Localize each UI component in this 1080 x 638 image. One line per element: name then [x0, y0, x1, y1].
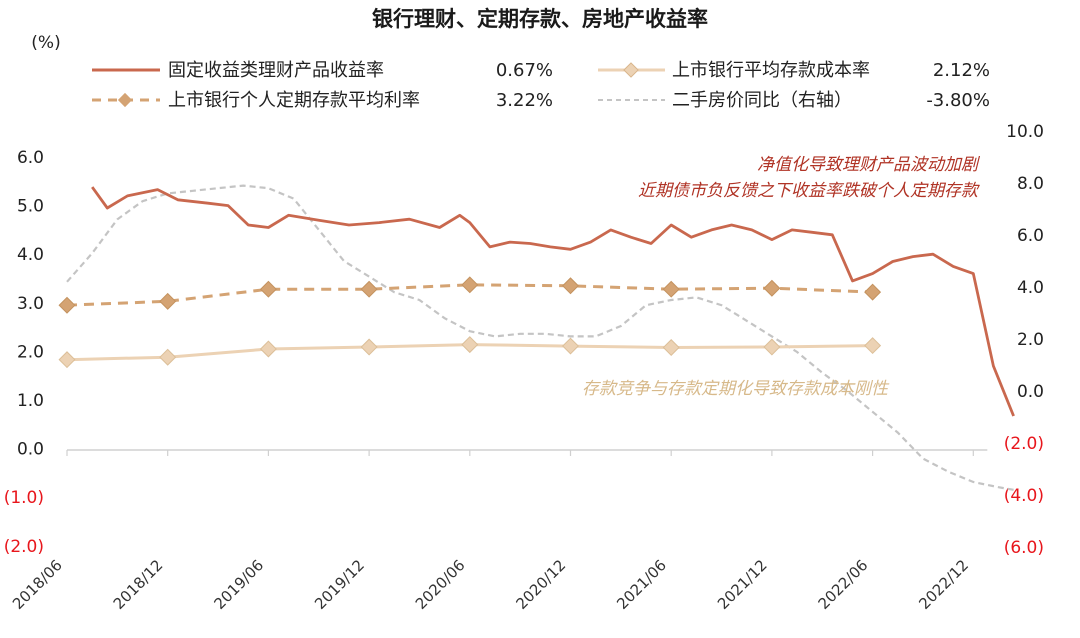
legend-label-housing: 二手房价同比（右轴） — [672, 90, 852, 111]
annotation-nav-line1: 净值化导致理财产品波动加剧 — [757, 155, 981, 175]
y-right-tick-label: 2.0 — [1017, 330, 1044, 350]
plot-area — [58, 184, 1015, 491]
legend-label-fixed-income: 固定收益类理财产品收益率 — [168, 60, 384, 81]
point-deposit-cost — [864, 337, 882, 355]
point-term-deposit — [763, 279, 781, 297]
y-right-tick-label: 4.0 — [1017, 278, 1044, 298]
legend-label-deposit-cost: 上市银行平均存款成本率 — [672, 60, 870, 81]
point-term-deposit — [461, 276, 479, 294]
y-left-tick-label: 5.0 — [17, 197, 44, 217]
x-tick-label: 2018/12 — [110, 556, 167, 613]
x-tick-label: 2018/06 — [9, 556, 66, 613]
point-term-deposit — [562, 277, 579, 295]
y-left-tick-label: 4.0 — [17, 245, 44, 265]
point-deposit-cost — [58, 351, 76, 369]
legend-value-term-deposit: 3.22% — [496, 90, 553, 111]
point-term-deposit — [159, 292, 177, 310]
y-right-tick-label: 8.0 — [1017, 174, 1044, 194]
annotation-nav-line2: 近期债市负反馈之下收益率跌破个人定期存款 — [638, 181, 980, 201]
y-left-tick-label: 3.0 — [17, 294, 44, 314]
point-deposit-cost — [159, 348, 177, 366]
legend-marker-term-deposit — [117, 92, 133, 108]
x-tick-label: 2020/12 — [513, 556, 570, 613]
x-tick-label: 2022/12 — [915, 556, 972, 613]
y-right-tick-label: 10.0 — [1006, 122, 1044, 142]
legend-item-housing: 二手房价同比（右轴） -3.80% — [598, 90, 990, 111]
y-right-tick-label: 0.0 — [1017, 382, 1044, 402]
point-term-deposit — [360, 280, 378, 298]
x-tick-label: 2019/06 — [210, 556, 267, 613]
x-tick-label: 2021/06 — [613, 556, 670, 613]
chart-title: 银行理财、定期存款、房地产收益率 — [372, 7, 708, 31]
y-right-tick-label: (6.0) — [1004, 538, 1044, 558]
point-term-deposit — [58, 296, 76, 314]
legend-value-fixed-income: 0.67% — [496, 60, 553, 81]
y-left-tick-label: 6.0 — [17, 148, 44, 168]
x-tick-label: 2021/12 — [714, 556, 771, 613]
legend: 固定收益类理财产品收益率 0.67% 上市银行平均存款成本率 2.12% 上市银… — [92, 60, 990, 111]
series-line-fixed-income — [91, 186, 1015, 417]
y-left-tick-label: 2.0 — [17, 342, 44, 362]
x-tick-label: 2022/06 — [815, 556, 872, 613]
y-left-tick-label: 0.0 — [17, 440, 44, 460]
legend-marker-deposit-cost — [623, 62, 639, 78]
y-left-tick-label: 1.0 — [17, 391, 44, 411]
legend-item-deposit-cost: 上市银行平均存款成本率 2.12% — [598, 60, 990, 81]
point-deposit-cost — [662, 339, 680, 356]
point-term-deposit — [259, 280, 277, 298]
left-axis-unit: (%) — [31, 33, 60, 53]
point-deposit-cost — [360, 338, 378, 356]
legend-item-term-deposit: 上市银行个人定期存款平均利率 3.22% — [92, 90, 553, 111]
point-deposit-cost — [562, 337, 579, 355]
y-right-tick-label: (4.0) — [1004, 486, 1044, 506]
x-tick-label: 2020/06 — [412, 556, 469, 613]
series-line-housing — [66, 184, 1014, 491]
y-right-tick-label: (2.0) — [1004, 434, 1044, 454]
x-tick-label: 2019/12 — [311, 556, 368, 613]
y-left-tick-label: (2.0) — [4, 537, 44, 557]
point-deposit-cost — [461, 336, 479, 354]
point-term-deposit — [662, 280, 680, 298]
legend-item-fixed-income: 固定收益类理财产品收益率 0.67% — [92, 60, 553, 81]
annotations: 净值化导致理财产品波动加剧 近期债市负反馈之下收益率跌破个人定期存款 存款竞争与… — [582, 155, 981, 399]
legend-label-term-deposit: 上市银行个人定期存款平均利率 — [168, 90, 420, 111]
point-term-deposit — [864, 283, 882, 301]
annotation-deposit-cost: 存款竞争与存款定期化导致存款成本刚性 — [582, 379, 890, 399]
legend-value-deposit-cost: 2.12% — [933, 60, 990, 81]
series-line-term-deposit — [66, 283, 873, 307]
y-left-tick-label: (1.0) — [4, 488, 44, 508]
y-right-tick-label: 6.0 — [1017, 226, 1044, 246]
point-deposit-cost — [259, 340, 277, 358]
point-deposit-cost — [763, 338, 781, 356]
legend-value-housing: -3.80% — [926, 90, 990, 111]
